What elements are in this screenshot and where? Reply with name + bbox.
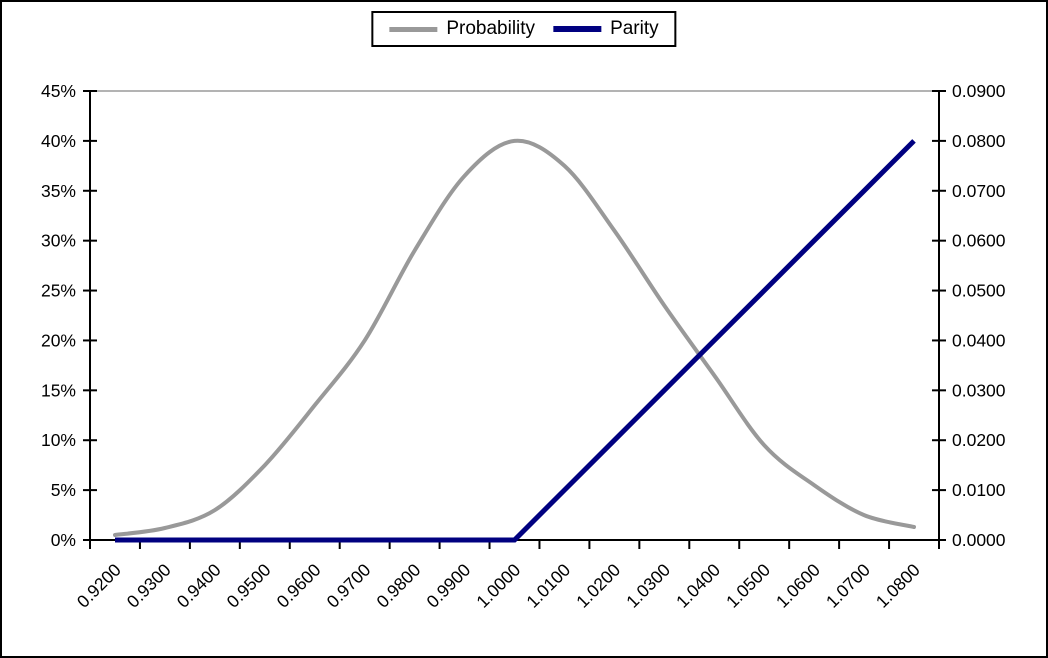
right-axis-tick-label: 0.0900 <box>952 81 1006 101</box>
x-axis-tick-label: 1.0000 <box>472 560 524 612</box>
x-axis-tick-label: 0.9900 <box>422 560 474 612</box>
x-axis-tick-label: 1.0300 <box>622 560 674 612</box>
right-axis-tick-label: 0.0600 <box>952 231 1006 251</box>
parity-line <box>115 139 916 543</box>
right-axis-tick-label: 0.0200 <box>952 430 1006 450</box>
left-axis-tick-label: 25% <box>41 281 76 301</box>
left-axis-tick-label: 15% <box>41 380 76 400</box>
x-axis-tick-label: 0.9800 <box>372 560 424 612</box>
right-axis-tick-label: 0.0500 <box>952 281 1006 301</box>
probability-line-swatch <box>389 26 438 32</box>
right-axis-tick-label: 0.0800 <box>952 131 1006 151</box>
left-axis-tick-label: 45% <box>41 81 76 101</box>
x-axis-tick-label: 0.9200 <box>73 560 125 612</box>
right-axis-tick-label: 0.0700 <box>952 181 1006 201</box>
x-axis-tick-label: 0.9300 <box>123 560 175 612</box>
legend-item-parity: Parity <box>553 18 659 40</box>
x-axis-tick-label: 1.0100 <box>522 560 574 612</box>
left-axis-tick-label: 0% <box>51 530 76 550</box>
left-axis-tick-label: 35% <box>41 181 76 201</box>
x-axis-tick-label: 1.0700 <box>822 560 874 612</box>
left-axis-tick-label: 5% <box>51 480 76 500</box>
left-axis-tick-label: 10% <box>41 430 76 450</box>
x-axis-tick-label: 1.0800 <box>872 560 924 612</box>
left-axis-tick-label: 40% <box>41 131 76 151</box>
legend-label-parity: Parity <box>610 18 659 39</box>
right-axis-tick-label: 0.0000 <box>952 530 1006 550</box>
x-axis-tick-label: 1.0400 <box>672 560 724 612</box>
x-axis-tick-label: 0.9600 <box>273 560 325 612</box>
probability-curve <box>113 138 916 537</box>
x-axis-tick-label: 0.9500 <box>223 560 275 612</box>
x-axis-tick-label: 1.0600 <box>772 560 824 612</box>
x-axis-tick-label: 0.9700 <box>323 560 375 612</box>
x-axis-tick-label: 1.0200 <box>572 560 624 612</box>
x-axis-tick-label: 0.9400 <box>173 560 225 612</box>
x-axis-tick-label: 1.0500 <box>722 560 774 612</box>
legend-label-probability: Probability <box>446 18 536 39</box>
legend-item-probability: Probability <box>389 18 535 40</box>
parity-line-swatch <box>553 26 602 32</box>
left-axis-tick-label: 30% <box>41 231 76 251</box>
right-axis-tick-label: 0.0100 <box>952 480 1006 500</box>
right-axis-tick-label: 0.0400 <box>952 330 1006 350</box>
right-axis-tick-label: 0.0300 <box>952 380 1006 400</box>
left-axis-tick-label: 20% <box>41 330 76 350</box>
legend: Probability Parity <box>371 11 677 47</box>
